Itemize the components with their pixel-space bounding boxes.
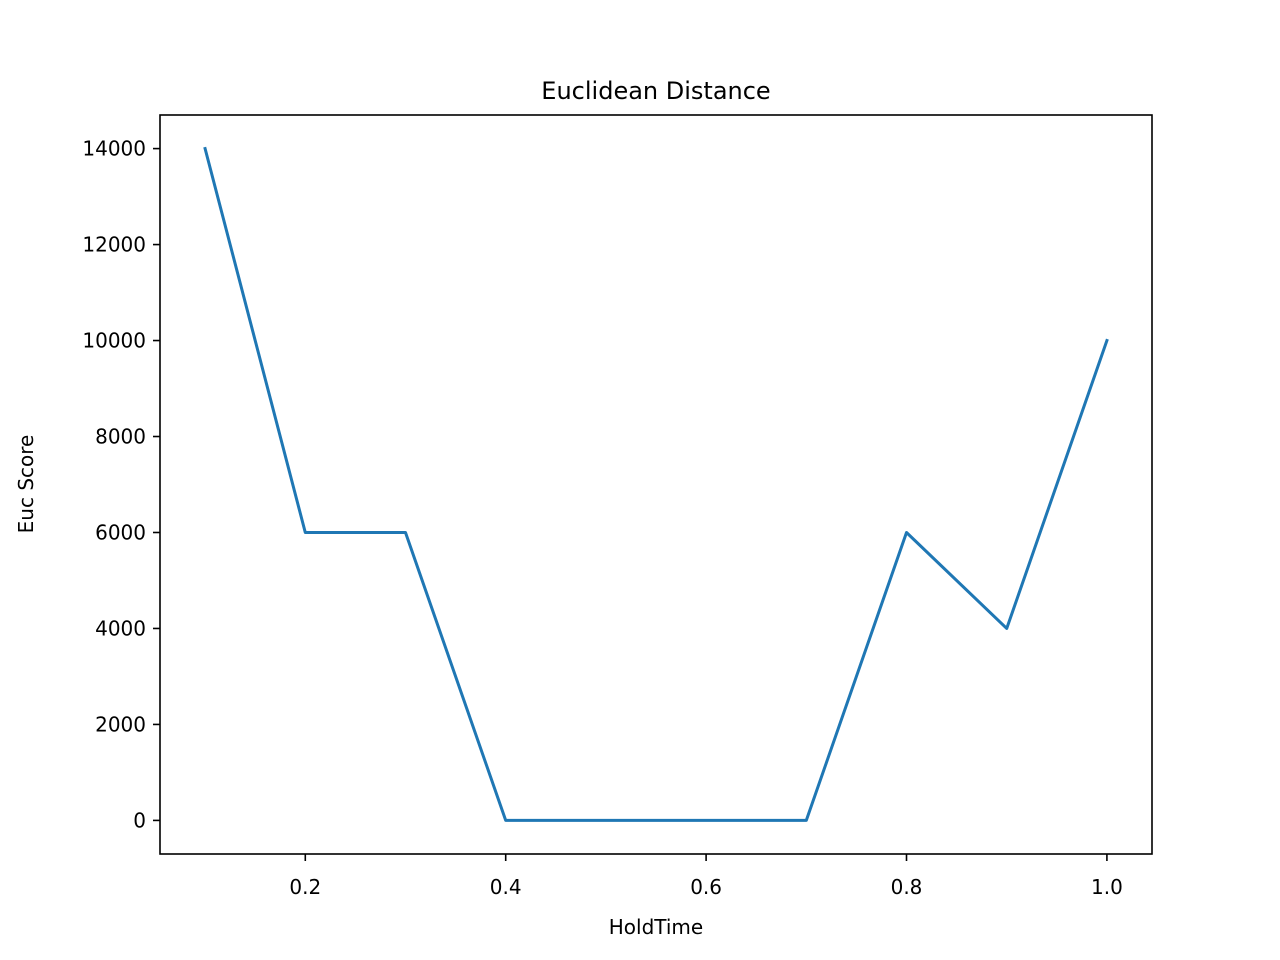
x-tick-label: 0.2 [289,875,321,899]
y-tick-label: 10000 [82,329,146,353]
plot-area [203,146,1109,822]
y-axis-ticks: 0 2000 4000 6000 8000 10000 12000 14000 [82,137,160,832]
y-tick-label: 0 [133,808,146,832]
x-tick-label: 0.6 [690,875,722,899]
y-tick-label: 2000 [95,712,146,736]
x-axis-ticks: 0.2 0.4 0.6 0.8 1.0 [289,854,1123,899]
chart-title: Euclidean Distance [541,77,770,105]
x-tick-label: 0.8 [891,875,923,899]
x-axis-label: HoldTime [609,915,703,939]
x-tick-label: 0.4 [490,875,522,899]
axes-frame [159,114,1153,855]
y-tick-label: 14000 [82,137,146,161]
y-tick-label: 8000 [95,425,146,449]
series-line-0 [203,146,1109,822]
y-tick-label: 12000 [82,233,146,257]
y-axis-label: Euc Score [14,435,38,534]
y-tick-label: 4000 [95,616,146,640]
y-tick-label: 6000 [95,520,146,544]
x-tick-label: 1.0 [1091,875,1123,899]
